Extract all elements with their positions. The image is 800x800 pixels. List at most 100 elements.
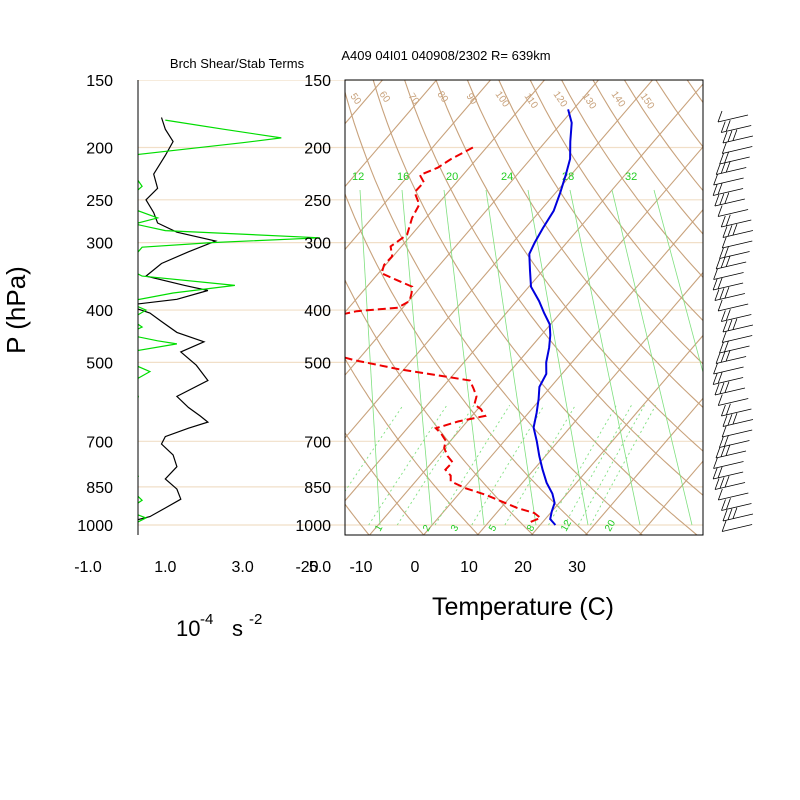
wind-barb-flag bbox=[722, 415, 728, 427]
pressure-label-middle: 200 bbox=[304, 140, 331, 157]
wind-barb-flag bbox=[724, 286, 730, 299]
isotherm-line bbox=[530, 334, 703, 535]
mixing-ratio-bottom-label: 3 bbox=[449, 523, 462, 534]
sounding-series bbox=[345, 109, 573, 526]
dry-adiabat-line bbox=[560, 80, 703, 279]
wind-barb-shaft bbox=[713, 366, 744, 375]
wind-barb-shaft bbox=[718, 398, 749, 406]
dry-adiabat-line bbox=[592, 80, 703, 235]
dry-adiabat-line bbox=[345, 357, 480, 535]
wind-barb-shaft bbox=[722, 324, 754, 333]
wind-barb-flag bbox=[732, 318, 738, 330]
wind-barb-shaft bbox=[713, 177, 744, 186]
pressure-label-left: 200 bbox=[86, 140, 113, 157]
dry-adiabat-line bbox=[404, 80, 703, 496]
wind-barb-flag bbox=[724, 381, 730, 393]
wind-barb-shaft bbox=[721, 503, 752, 511]
wind-barb-shaft bbox=[713, 471, 744, 480]
wind-barb-shaft bbox=[722, 419, 754, 427]
wind-barb-shaft bbox=[721, 125, 752, 133]
skewt-title: A409 04I01 040908/2302 R= 639km bbox=[341, 48, 550, 63]
wind-barb-flag bbox=[721, 499, 726, 511]
mixing-ratio-line bbox=[434, 404, 511, 526]
mixing-ratio-bottom-label: 8 bbox=[525, 523, 538, 534]
dry-adiabat-line bbox=[372, 80, 698, 535]
wind-barb-flag bbox=[715, 257, 721, 270]
wind-barb-flag bbox=[732, 223, 738, 236]
temperature-x-tick-label: -20 bbox=[295, 559, 318, 576]
wind-barb-flag bbox=[724, 192, 730, 204]
wind-barb-flag bbox=[725, 444, 731, 456]
wind-barb-flag bbox=[715, 446, 721, 459]
wind-barb-flag bbox=[712, 373, 718, 385]
pressure-label-middle: 250 bbox=[304, 193, 331, 210]
wind-barb-flag bbox=[727, 130, 733, 142]
wind-barb-flag bbox=[714, 194, 720, 207]
wind-barb-shaft bbox=[722, 513, 754, 522]
isotherm-line bbox=[345, 80, 653, 439]
wind-barb-shaft bbox=[721, 314, 752, 322]
temperature-x-tick-label: 20 bbox=[514, 559, 532, 576]
wind-barb-flag bbox=[725, 349, 731, 362]
wind-barb-flag bbox=[721, 236, 727, 249]
wind-barb-flag bbox=[725, 214, 731, 226]
wind-barb-shaft bbox=[722, 524, 753, 532]
pressure-label-middle: 500 bbox=[304, 355, 331, 372]
dewpoint-line bbox=[345, 146, 543, 526]
mixing-ratio-top-label: 24 bbox=[501, 171, 513, 183]
wind-barb-shaft bbox=[722, 146, 753, 154]
wind-barb-shaft bbox=[718, 492, 749, 501]
shear-x-tick-label: 1.0 bbox=[154, 559, 176, 576]
y-axis-label: P (hPa) bbox=[1, 266, 31, 354]
mixing-ratio-bottom-label: 1 bbox=[373, 523, 386, 534]
shear-panel-isobars bbox=[138, 80, 345, 526]
moist-guide-line bbox=[359, 189, 381, 526]
wind-barb-flag bbox=[715, 352, 721, 364]
wind-barb-flag bbox=[713, 268, 718, 280]
x-tick-labels: -1.0 1.0 3.0 5.0-20 -10 0 10 20 30 bbox=[74, 559, 586, 576]
mixing-ratio-bottom-label: 20 bbox=[603, 518, 618, 534]
pressure-label-left: 150 bbox=[86, 73, 113, 90]
wind-barb-shaft bbox=[715, 356, 747, 364]
wind-barb-shaft bbox=[721, 219, 752, 228]
pressure-label-left: 300 bbox=[86, 236, 113, 253]
wind-barb-flag bbox=[727, 508, 733, 520]
wind-barb-flag bbox=[722, 509, 728, 522]
wind-barb-flag bbox=[719, 247, 724, 259]
moist-guide-line bbox=[527, 189, 589, 526]
wind-barb-flag bbox=[722, 131, 728, 144]
wind-barb-flag bbox=[721, 404, 726, 417]
dry-adiabat-line bbox=[345, 431, 425, 535]
wind-barb-shaft bbox=[713, 282, 744, 291]
wind-barb-flag bbox=[725, 120, 731, 132]
mixing-ratio-line bbox=[471, 404, 545, 526]
wind-barb-flag bbox=[720, 162, 726, 174]
wind-barb-flag bbox=[717, 394, 723, 406]
pressure-label-middle: 400 bbox=[304, 303, 331, 320]
wind-barb-flag bbox=[719, 436, 724, 448]
wind-barb-flag bbox=[713, 362, 718, 375]
wind-barb-flag bbox=[732, 507, 738, 519]
wind-barb-flag bbox=[724, 246, 729, 258]
moist-guide-line bbox=[443, 189, 485, 526]
wind-barb-shaft bbox=[714, 387, 746, 396]
wind-barb-flag bbox=[720, 256, 726, 268]
wind-barb-flag bbox=[726, 403, 731, 415]
wind-barb-shaft bbox=[721, 408, 752, 417]
mixing-ratio-bottom-label: 12 bbox=[559, 518, 574, 534]
wind-barb-flag bbox=[717, 466, 723, 478]
wind-barb-flag bbox=[721, 520, 727, 532]
wind-barb-flag bbox=[712, 184, 718, 196]
wind-barb-shaft bbox=[716, 261, 747, 270]
pressure-labels: 150 150 200 200 250 250 300 300 400 400 500 500 700 7… bbox=[77, 73, 331, 535]
moist-guide-line bbox=[653, 189, 703, 374]
units-exponent-1: -4 bbox=[200, 611, 213, 628]
temperature-x-tick-label: 0 bbox=[411, 559, 420, 576]
wind-barb-shaft bbox=[713, 461, 744, 469]
x-axis-label-units: 10 -4 s -2 bbox=[176, 611, 262, 641]
wind-barb-flag bbox=[721, 425, 727, 438]
x-axis-label-temperature: Temperature (C) bbox=[432, 593, 614, 621]
isotherm-line bbox=[638, 460, 703, 535]
moist-guide-line bbox=[401, 189, 433, 526]
